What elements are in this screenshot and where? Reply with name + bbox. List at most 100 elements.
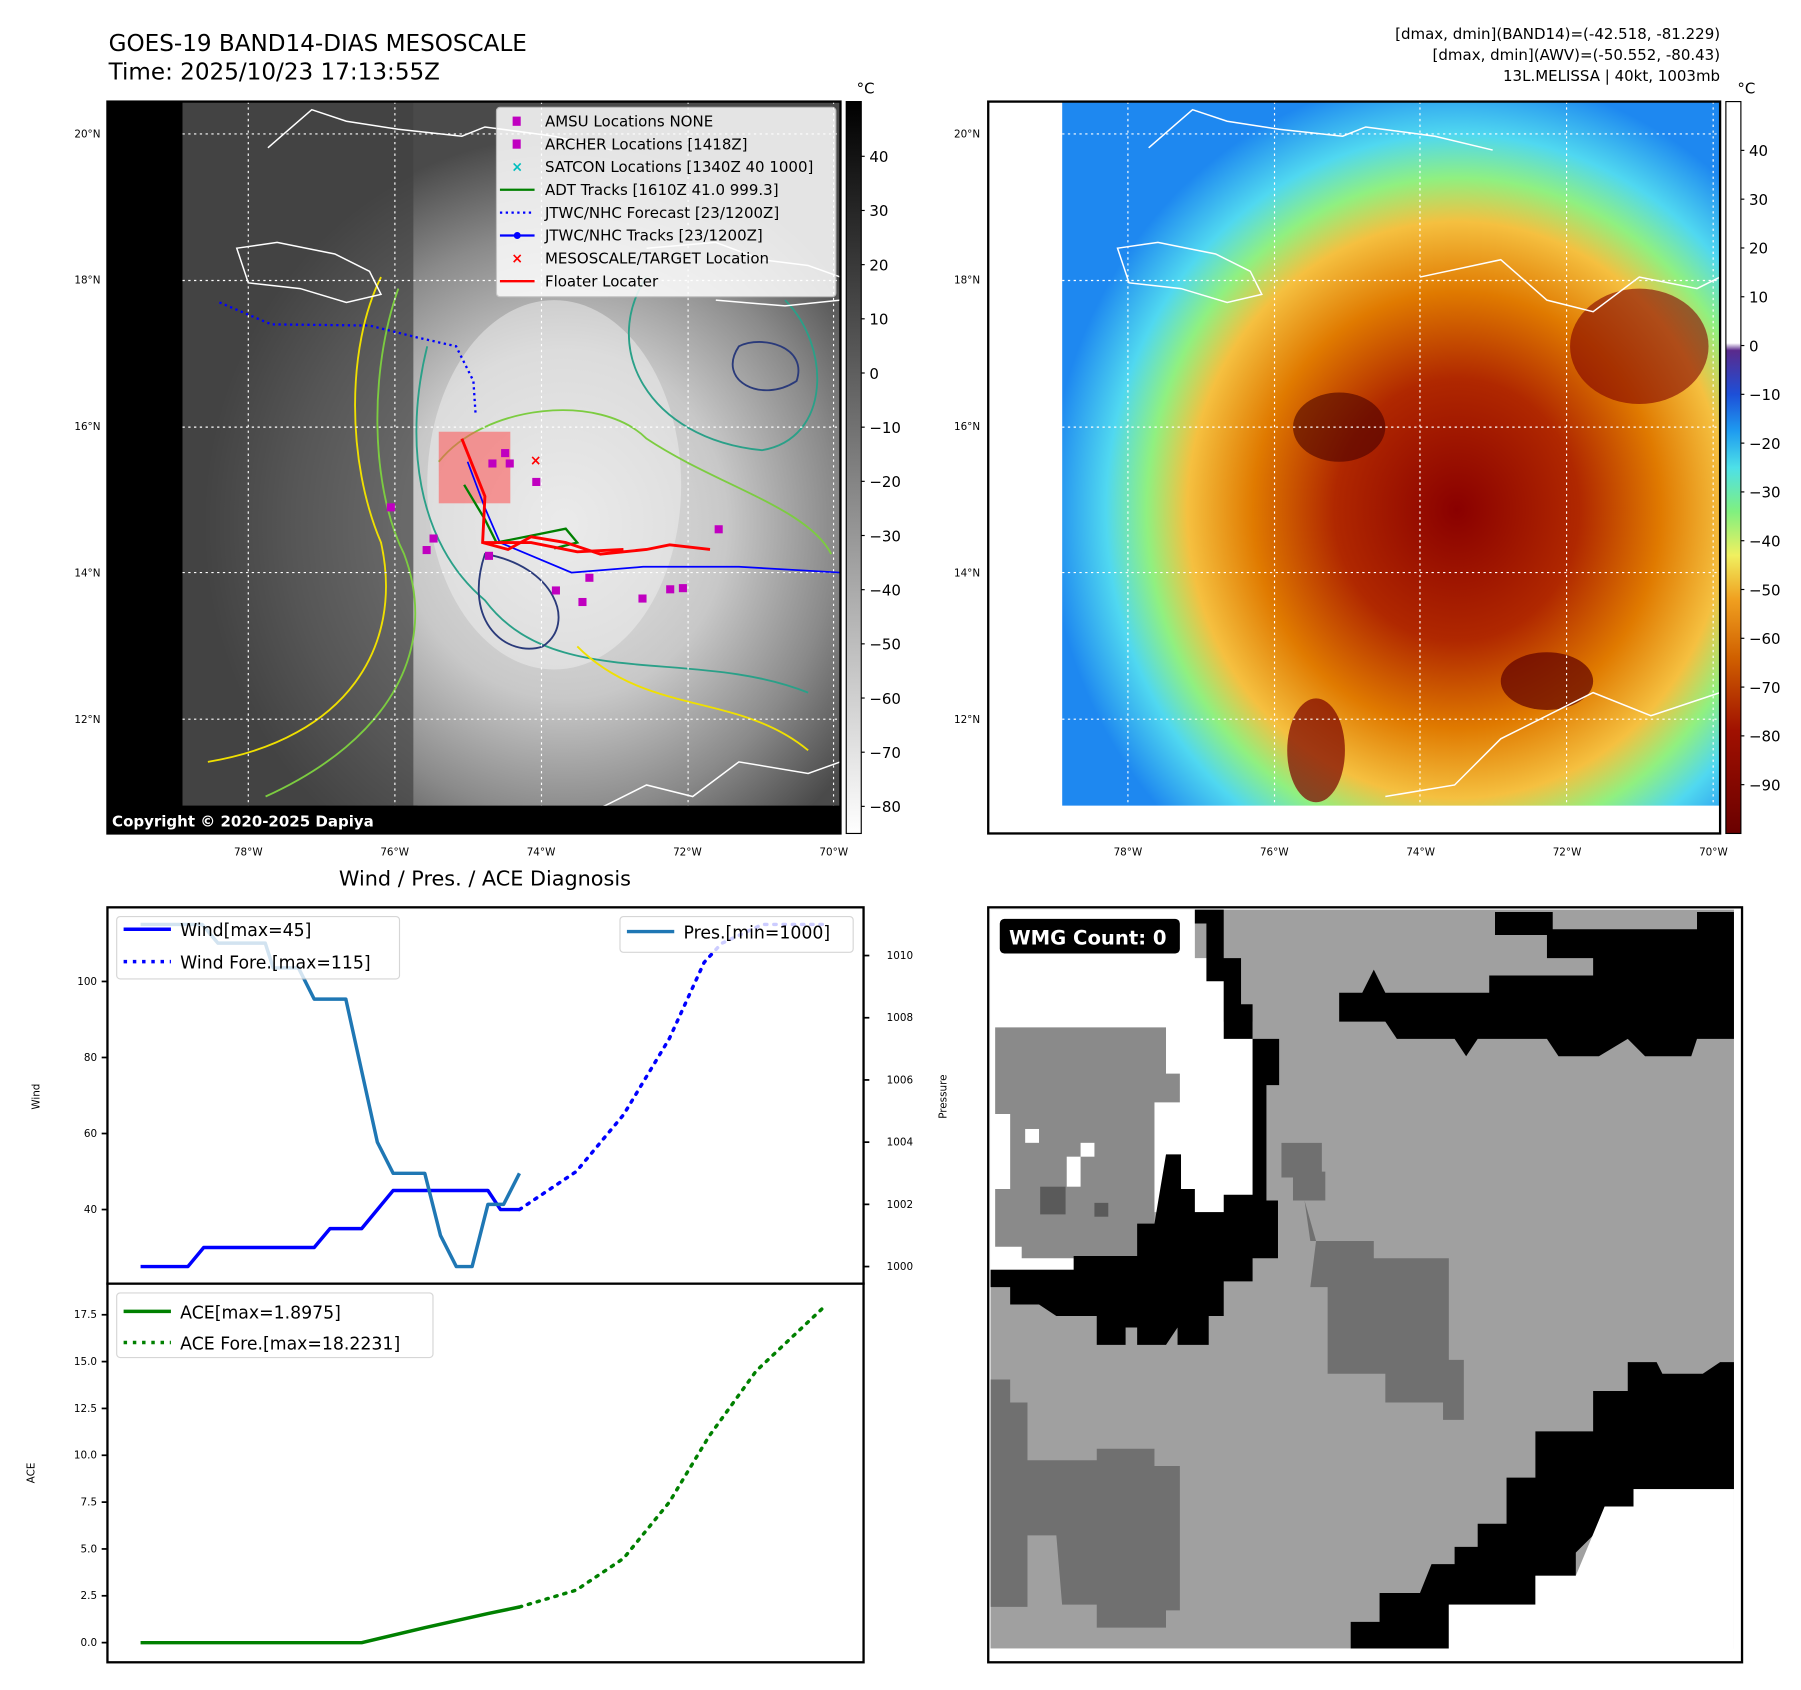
- y-right-tick-label: 1010: [887, 950, 913, 962]
- colorbar-tick-label: −20: [1749, 435, 1781, 453]
- ace-chart: 0.0 2.5 5.0 7.5 10.0 12.5 15.0 17.5 ACE ACE[max…: [26, 1282, 865, 1664]
- colorbar-tick-label: 10: [869, 311, 888, 329]
- lat-tick-label: 20°N: [74, 128, 100, 140]
- legend-label: AMSU Locations NONE: [545, 112, 713, 130]
- figure-title: GOES-19 BAND14-DIAS MESOSCALE: [109, 31, 527, 57]
- square-marker-icon: [512, 116, 521, 126]
- lon-tick-label: 78°W: [1114, 846, 1143, 858]
- series-wind: [140, 1188, 520, 1269]
- lon-tick-label: 74°W: [1406, 846, 1435, 858]
- lat-tick-label: 14°N: [74, 567, 100, 579]
- colorbar-tick-label: −60: [869, 690, 901, 708]
- lat-tick-label: 18°N: [954, 275, 980, 287]
- band14-colorbar: °C 40 30 20 10 0 −10 −20 −30 −40 −50 −60 −70 −80: [845, 80, 901, 835]
- legend-item-mesoscaletarget: × MESOSCALE/TARGET Location: [511, 250, 769, 268]
- y-tick-label: 40: [84, 1204, 97, 1216]
- colorbar-unit: °C: [857, 80, 875, 98]
- lat-tick-label: 18°N: [74, 275, 100, 287]
- temperature-contours: [207, 276, 833, 798]
- colorbar-tick-label: −10: [1749, 386, 1781, 404]
- colorbar-tick-label: −60: [1749, 630, 1781, 648]
- lat-tick-label: 16°N: [954, 421, 980, 433]
- colorbar-tick-label: −80: [869, 798, 901, 816]
- colorbar-tick-label: 40: [869, 148, 888, 166]
- y-right-tick-label: 1006: [887, 1074, 913, 1086]
- y-tick-label: 100: [77, 976, 97, 988]
- lon-tick-label: 76°W: [1260, 846, 1289, 858]
- target-location-marker: ×: [530, 453, 542, 469]
- band14-map: × Copyright © 2020-2025 Dapiya AMSU Loca…: [74, 100, 848, 858]
- lat-tick-label: 12°N: [954, 714, 980, 726]
- colorbar-unit: °C: [1737, 80, 1755, 98]
- legend-label: Floater Locater: [545, 272, 659, 290]
- map-legend: AMSU Locations NONE ARCHER Locations [141…: [495, 106, 837, 298]
- awv-imagery: [1062, 101, 1721, 806]
- legend-item-adt: ADT Tracks [1610Z 41.0 999.3]: [499, 181, 779, 199]
- colorbar-tick-label: −30: [869, 527, 901, 545]
- legend-item-floater: Floater Locater: [499, 272, 659, 290]
- lat-tick-label: 20°N: [954, 128, 980, 140]
- legend-label: JTWC/NHC Tracks [23/1200Z]: [544, 227, 763, 245]
- lon-tick-label: 72°W: [1553, 846, 1582, 858]
- series-ace-fore: [517, 1303, 828, 1609]
- legend-item-satcon: × SATCON Locations [1340Z 40 1000]: [511, 158, 813, 176]
- pressure-axis-label: Pressure: [938, 1074, 950, 1118]
- legend-label: ARCHER Locations [1418Z]: [545, 135, 748, 153]
- lon-tick-labels: 78°W 76°W 74°W 72°W 70°W: [1114, 846, 1728, 858]
- colorbar-tick-label: −50: [1749, 581, 1781, 599]
- awv-colorbar: °C 40 30 20 10 0 −10 −20 −30 −40 −50 −60 −70 −80 −90: [1725, 80, 1781, 835]
- legend-item-jtwcnhc: JTWC/NHC Tracks [23/1200Z]: [499, 227, 763, 245]
- figure-time: Time: 2025/10/23 17:13:55Z: [108, 60, 440, 86]
- colorbar-tick-label: 30: [1749, 191, 1768, 209]
- y-tick-label: 10.0: [74, 1450, 97, 1462]
- y-tick-label: 7.5: [81, 1497, 98, 1509]
- colorbar-tick-label: −30: [1749, 484, 1781, 502]
- legend-item-amsu: AMSU Locations NONE: [512, 112, 713, 130]
- lon-tick-label: 70°W: [1699, 846, 1728, 858]
- wind-legend: Wind[max=45] Wind Fore.[max=115]: [116, 915, 401, 980]
- legend-label: SATCON Locations [1340Z 40 1000]: [545, 158, 813, 176]
- y-tick-label: 2.5: [81, 1590, 98, 1602]
- wind-axis-label: Wind: [30, 1084, 42, 1110]
- wind-pressure-chart: 40 60 80 100 1000 1002 1004 1006 1008 1010 Wind P…: [30, 906, 950, 1285]
- colorbar-tick-label: −70: [1749, 679, 1781, 697]
- square-marker-icon: [512, 139, 521, 149]
- x-marker-icon: ×: [511, 251, 523, 267]
- lon-tick-labels: 78°W 76°W 74°W 72°W 70°W: [234, 846, 848, 858]
- colorbar-tick-label: −20: [869, 473, 901, 491]
- legend-ace: ACE[max=1.8975]: [180, 1303, 341, 1323]
- copyright-text: Copyright © 2020-2025 Dapiya: [112, 813, 374, 831]
- lat-tick-labels: 20°N 18°N 16°N 14°N 12°N: [74, 128, 100, 725]
- ace-axis-label: ACE: [26, 1463, 38, 1484]
- legend-wind: Wind[max=45]: [180, 921, 311, 941]
- legend-item-archer: ARCHER Locations [1418Z]: [512, 135, 748, 153]
- legend-label: JTWC/NHC Forecast [23/1200Z]: [544, 204, 779, 222]
- colorbar-tick-label: −50: [869, 636, 901, 654]
- y-right-tick-label: 1000: [887, 1261, 913, 1273]
- legend-label: ADT Tracks [1610Z 41.0 999.3]: [545, 181, 779, 199]
- colorbar-tick-label: −70: [869, 744, 901, 762]
- y-tick-label: 17.5: [74, 1309, 97, 1321]
- y-tick-label: 15.0: [74, 1356, 97, 1368]
- coastlines: [1116, 108, 1721, 798]
- archer-markers: [386, 449, 723, 607]
- lat-tick-label: 16°N: [74, 421, 100, 433]
- y-right-tick-label: 1002: [887, 1199, 913, 1211]
- colorbar-tick-label: 20: [1749, 240, 1768, 258]
- forecast-track: [218, 301, 477, 416]
- storm-info: 13L.MELISSA | 40kt, 1003mb: [1503, 67, 1720, 85]
- colorbar-tick-label: 20: [869, 256, 888, 274]
- stats-awv: [dmax, dmin](AWV)=(-50.552, -80.43): [1433, 46, 1721, 64]
- lon-tick-label: 78°W: [234, 846, 263, 858]
- lat-tick-label: 12°N: [74, 714, 100, 726]
- wmg-panel: WMG Count: 0: [987, 906, 1744, 1664]
- lon-tick-label: 76°W: [380, 846, 409, 858]
- awv-map: 20°N 18°N 16°N 14°N 12°N 78°W 76°W 74°W 72°W 70°…: [954, 100, 1728, 858]
- lon-tick-label: 70°W: [819, 846, 848, 858]
- stats-band14: [dmax, dmin](BAND14)=(-42.518, -81.229): [1395, 25, 1720, 43]
- colorbar-tick-label: 40: [1749, 142, 1768, 160]
- colorbar-tick-label: −80: [1749, 728, 1781, 746]
- series-ace: [140, 1605, 520, 1645]
- legend-item-jtwcnhc: JTWC/NHC Forecast [23/1200Z]: [499, 204, 779, 222]
